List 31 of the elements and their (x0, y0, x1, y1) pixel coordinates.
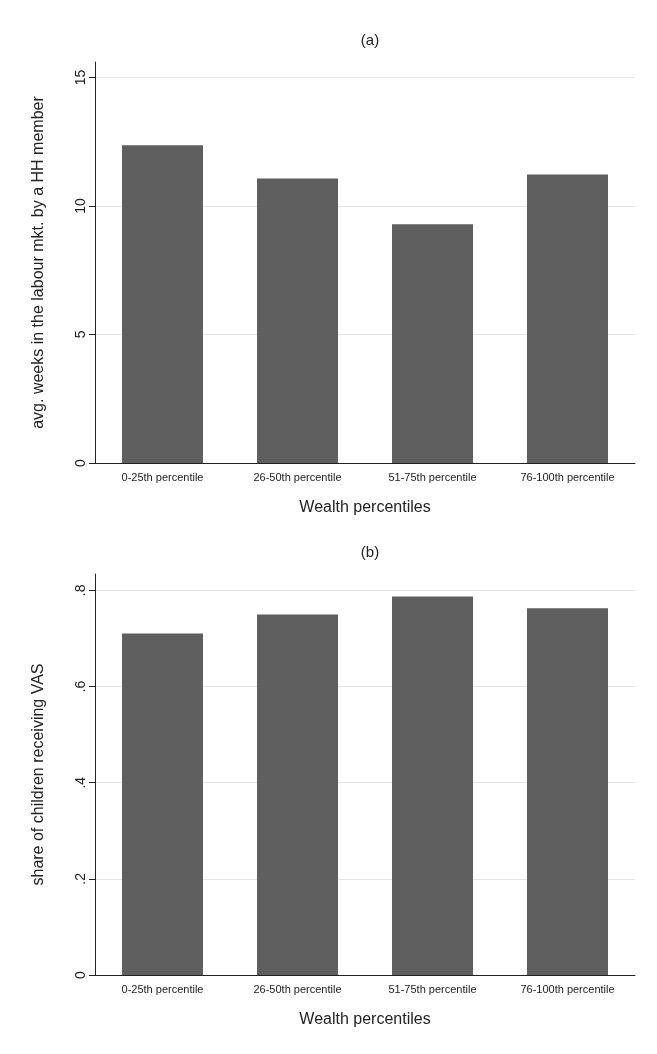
x-tick-label: 0-25th percentile (121, 470, 204, 483)
y-tick-label: 0 (72, 970, 88, 979)
bar (527, 174, 608, 463)
chart-title: (a) (360, 31, 380, 48)
bar (527, 608, 608, 975)
y-axis-title: avg. weeks in the labour mkt. by a HH member (28, 95, 46, 429)
bar (257, 614, 338, 975)
y-tick-label: 0 (72, 458, 88, 467)
x-axis-title: Wealth percentiles (299, 497, 431, 515)
y-tick-label: 10 (72, 197, 88, 214)
y-axis-title: share of children receiving VAS (28, 663, 46, 886)
y-tick-label: .4 (72, 776, 88, 789)
x-tick-label: 76-100th percentile (520, 982, 615, 995)
bar (257, 178, 338, 463)
x-tick-label: 0-25th percentile (121, 982, 204, 995)
bar (122, 633, 203, 975)
y-tick-label: .8 (72, 584, 88, 597)
y-tick-label: .2 (72, 872, 88, 885)
x-tick-label: 51-75th percentile (388, 982, 477, 995)
chart-title: (b) (360, 543, 380, 560)
y-tick-label: 15 (72, 69, 88, 86)
bar (122, 145, 203, 463)
x-axis-title: Wealth percentiles (299, 1009, 431, 1027)
x-tick-label: 51-75th percentile (388, 470, 477, 483)
x-tick-label: 76-100th percentile (520, 470, 615, 483)
x-tick-label: 26-50th percentile (253, 982, 342, 995)
y-tick-label: .6 (72, 680, 88, 693)
bar (392, 224, 473, 463)
y-tick-label: 5 (72, 330, 88, 339)
x-tick-label: 26-50th percentile (253, 470, 342, 483)
bar (392, 596, 473, 975)
